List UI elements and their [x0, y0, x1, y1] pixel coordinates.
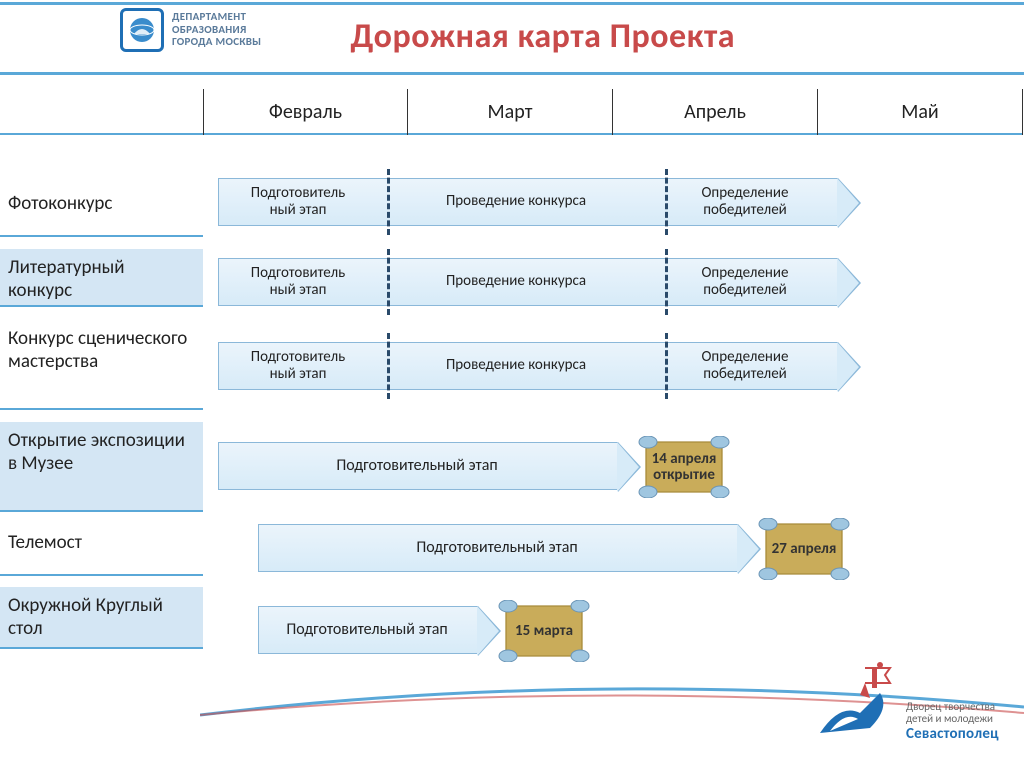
phase-divider	[665, 249, 668, 315]
gantt-arrow-0: Подготовительный этапПроведение конкурса…	[218, 178, 838, 226]
phase-divider	[665, 333, 668, 399]
month-Март: Март	[408, 89, 613, 135]
header: ДЕПАРТАМЕНТ ОБРАЗОВАНИЯ ГОРОДА МОСКВЫ До…	[0, 0, 1024, 75]
dept-text: ДЕПАРТАМЕНТ ОБРАЗОВАНИЯ ГОРОДА МОСКВЫ	[172, 11, 261, 49]
dept-logo: ДЕПАРТАМЕНТ ОБРАЗОВАНИЯ ГОРОДА МОСКВЫ	[120, 8, 261, 52]
gantt-arrow-4: Подготовительный этап	[258, 524, 738, 572]
dept-line3: ГОРОДА МОСКВЫ	[172, 36, 261, 49]
arrow-segment: Подготовительный этап	[219, 457, 615, 475]
arrow-segment: Определение победителей	[655, 349, 835, 384]
milestone-scroll-2: 15 марта	[494, 600, 594, 662]
phase-divider	[665, 169, 668, 235]
gantt-arrow-5: Подготовительный этап	[258, 606, 478, 654]
row-label-3: Открытие экспозиции в Музее	[0, 422, 203, 512]
arrow-segment: Определение победителей	[655, 265, 835, 300]
arrow-segment: Подготовительный этап	[219, 349, 377, 384]
page-title: Дорожная карта Проекта	[350, 16, 735, 57]
arrow-segment: Определение победителей	[655, 185, 835, 220]
header-top-line	[0, 2, 1024, 5]
br-logo-tag2: детей и молодежи	[906, 713, 999, 725]
month-Май: Май	[818, 89, 1023, 135]
gantt-arrow-1: Подготовительный этапПроведение конкурса…	[218, 258, 838, 306]
arrow-segment: Подготовительный этап	[259, 621, 475, 639]
globe-icon	[120, 8, 164, 52]
milestone-scroll-1: 27 апреля	[754, 518, 854, 580]
row-label-4: Телемост	[0, 524, 203, 576]
phase-divider	[387, 333, 390, 399]
gantt-arrow-2: Подготовительный этапПроведение конкурса…	[218, 342, 838, 390]
row-label-5: Окружной Круглый стол	[0, 587, 203, 649]
gantt-arrow-3: Подготовительный этап	[218, 442, 618, 490]
arrow-segment: Проведение конкурса	[377, 357, 655, 374]
arrow-segment: Подготовительный этап	[219, 185, 377, 220]
sevastopolets-logo: Дворец творчества детей и молодежи Севас…	[810, 633, 1010, 743]
br-logo-name: Севастополец	[906, 725, 999, 743]
dept-line1: ДЕПАРТАМЕНТ	[172, 11, 261, 24]
row-label-0: Фотоконкурс	[0, 185, 203, 237]
arrow-segment: Проведение конкурса	[377, 273, 655, 290]
row-label-2: Конкурс сценического мастерства	[0, 320, 203, 410]
month-Февраль: Февраль	[203, 89, 408, 135]
header-bottom-line	[0, 72, 1024, 75]
phase-divider	[387, 249, 390, 315]
milestone-scroll-0: 14 апреля открытие	[634, 436, 734, 498]
months-row: ФевральМартАпрельМай	[0, 89, 1024, 135]
phase-divider	[387, 169, 390, 235]
arrow-segment: Проведение конкурса	[377, 193, 655, 210]
month-Апрель: Апрель	[613, 89, 818, 135]
arrow-segment: Подготовительный этап	[259, 539, 735, 557]
row-label-1: Литературный конкурс	[0, 249, 203, 307]
arrow-segment: Подготовительный этап	[219, 265, 377, 300]
